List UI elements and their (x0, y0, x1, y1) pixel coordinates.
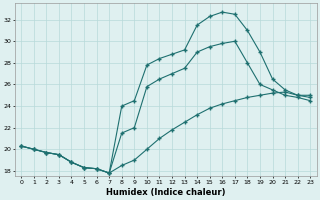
X-axis label: Humidex (Indice chaleur): Humidex (Indice chaleur) (106, 188, 226, 197)
